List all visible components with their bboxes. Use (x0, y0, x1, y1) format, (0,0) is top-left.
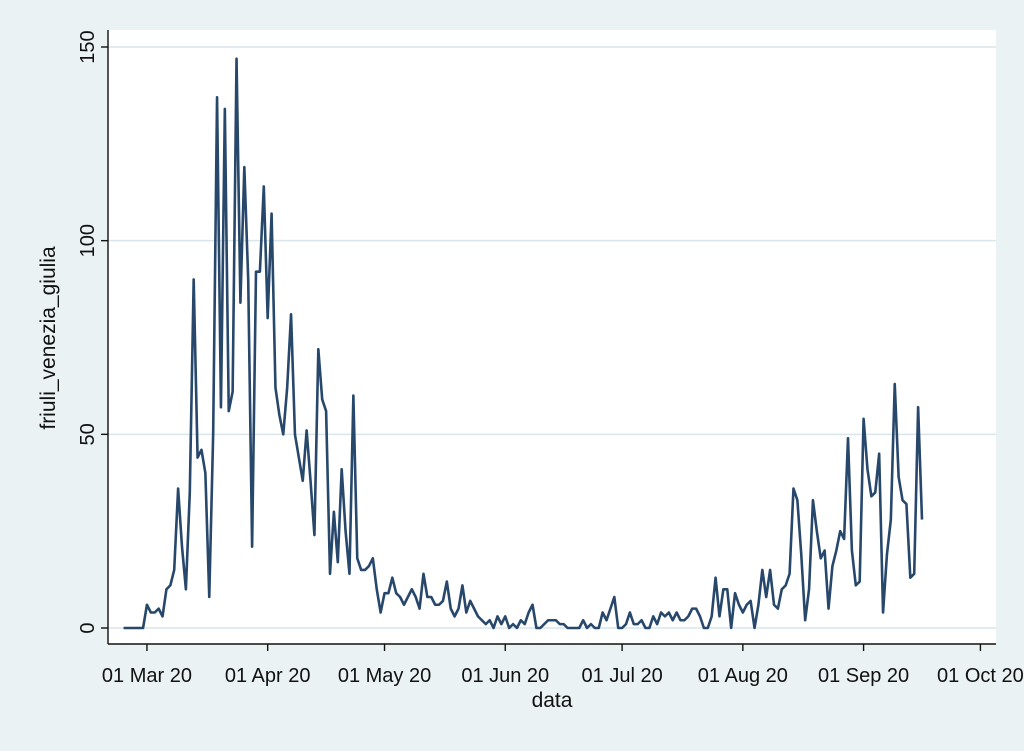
x-tick-label: 01 Jul 20 (582, 665, 663, 687)
x-tick-label: 01 Oct 20 (937, 665, 1024, 687)
x-tick-label: 01 Apr 20 (225, 665, 311, 687)
x-tick-label: 01 Sep 20 (818, 665, 909, 687)
plot-area (108, 30, 996, 644)
x-tick-label: 01 May 20 (338, 665, 431, 687)
x-axis-ticks: 01 Mar 20 01 Apr 20 01 May 20 01 Jun 20 01 J… (102, 644, 1024, 687)
x-axis-label: data (532, 689, 573, 712)
y-tick-label: 0 (77, 622, 99, 633)
x-tick-label: 01 Jun 20 (461, 665, 549, 687)
axes (107, 30, 996, 645)
y-tick-label: 100 (77, 224, 99, 257)
x-tick-label: 01 Mar 20 (102, 665, 192, 687)
y-tick-label: 50 (77, 423, 99, 445)
y-axis-ticks: 0 50 100 150 (77, 30, 108, 634)
x-tick-label: 01 Aug 20 (698, 665, 788, 687)
y-tick-label: 150 (77, 30, 99, 63)
series-line (123, 57, 924, 630)
y-axis-label: friuli_venezia_giulia (37, 246, 60, 430)
grid-lines (108, 46, 996, 629)
